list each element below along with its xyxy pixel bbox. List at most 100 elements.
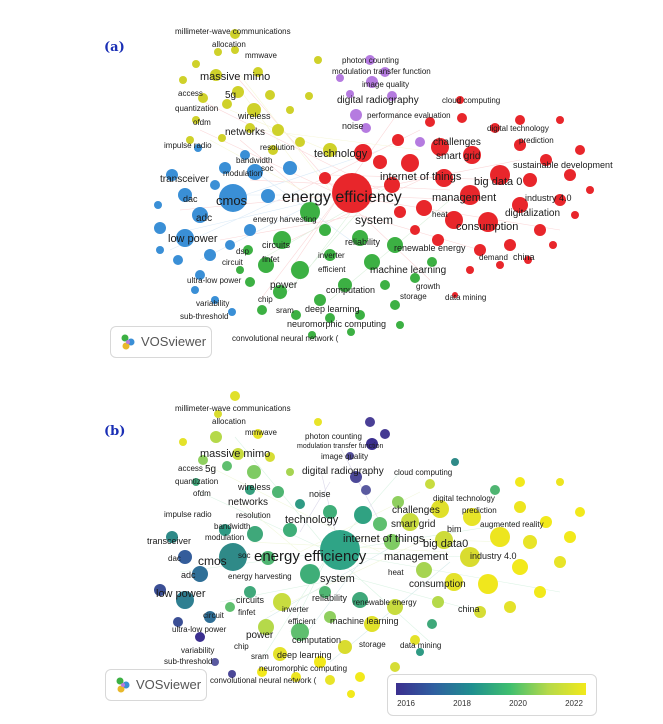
keyword-node	[325, 313, 335, 323]
kw-neuromorphic: neuromorphic computing	[259, 664, 347, 673]
keyword-node	[575, 507, 585, 517]
keyword-node	[387, 599, 403, 615]
keyword-node	[347, 690, 355, 698]
kw-image-quality: image quality	[321, 452, 368, 461]
keyword-node	[192, 566, 208, 582]
keyword-node	[490, 165, 510, 185]
kw-growth: growth	[416, 282, 440, 291]
keyword-node	[401, 513, 419, 531]
kw-photon-counting: photon counting	[342, 56, 399, 65]
kw-sram: sram	[276, 306, 294, 315]
keyword-node	[222, 461, 232, 471]
keyword-node	[416, 562, 432, 578]
keyword-node	[534, 224, 546, 236]
keyword-node	[396, 321, 404, 329]
keyword-node	[554, 194, 566, 206]
kw-dsp: dsp	[236, 247, 249, 256]
kw-reliability: reliability	[312, 593, 348, 603]
kw-cnn: convolutional neural network (	[232, 334, 339, 343]
kw-low-power: low power	[156, 588, 206, 600]
keyword-node	[247, 526, 263, 542]
keyword-node	[463, 508, 481, 526]
keyword-node	[127, 338, 135, 346]
keyword-node	[198, 455, 208, 465]
keyword-node	[515, 115, 525, 125]
keyword-node	[445, 211, 463, 229]
keyword-node	[314, 56, 322, 64]
keyword-node	[122, 681, 130, 689]
keyword-node	[245, 123, 255, 133]
kw-renewable-energy: renewable energy	[353, 598, 417, 607]
kw-smart-grid: smart grid	[391, 519, 435, 530]
keyword-node	[121, 334, 129, 342]
keyword-node	[314, 294, 326, 306]
keyword-node	[460, 185, 480, 205]
keyword-node	[474, 244, 486, 256]
kw-adc: adc	[196, 213, 212, 224]
keyword-node	[354, 144, 372, 162]
kw-digitalization: digitalization	[505, 208, 560, 219]
kw-bandwidth: bandwidth	[214, 522, 250, 531]
keyword-node	[490, 485, 500, 495]
keyword-node	[540, 516, 552, 528]
kw-efficient: efficient	[288, 617, 316, 626]
keyword-node	[514, 139, 526, 151]
keyword-node	[305, 92, 313, 100]
keyword-node	[230, 391, 240, 401]
keyword-node	[338, 640, 352, 654]
keyword-node	[243, 245, 253, 255]
keyword-node	[214, 410, 222, 418]
kw-sub-threshold: sub-threshold	[164, 657, 212, 666]
keyword-node	[352, 230, 368, 246]
kw-sub-threshold: sub-threshold	[180, 312, 228, 321]
keyword-node	[478, 574, 498, 594]
keyword-node	[265, 452, 275, 462]
keyword-node	[427, 619, 437, 629]
keyword-node	[512, 197, 528, 213]
keyword-node	[410, 635, 420, 645]
kw-ultra-low-power: ultra-low power	[187, 276, 242, 285]
keyword-node	[173, 255, 183, 265]
kw-efficient: efficient	[318, 265, 346, 274]
keyword-node	[490, 123, 500, 133]
kw-circuit: circuit	[203, 611, 225, 620]
keyword-node	[228, 308, 236, 316]
kw-ofdm: ofdm	[193, 118, 211, 127]
keyword-node	[325, 675, 335, 685]
kw-challenges: challenges	[433, 137, 481, 148]
kw-bandwidth: bandwidth	[236, 156, 272, 165]
network-visualization-a[interactable]: millimeter-wave communications allocatio…	[0, 0, 663, 362]
keyword-node	[232, 86, 244, 98]
keyword-node	[323, 505, 337, 519]
keyword-node	[575, 145, 585, 155]
kw-noise: noise	[309, 489, 331, 499]
kw-networks: networks	[225, 127, 265, 138]
keyword-node	[166, 531, 178, 543]
keyword-node	[380, 429, 390, 439]
kw-variability: variability	[181, 646, 214, 655]
keyword-node	[178, 188, 192, 202]
keyword-node	[384, 534, 400, 550]
keyword-node	[554, 556, 566, 568]
kw-performance-evaluation: performance evaluation	[367, 111, 451, 120]
keyword-node	[435, 169, 453, 187]
keyword-node	[192, 207, 208, 223]
keyword-node	[435, 531, 453, 549]
keyword-node	[332, 173, 372, 213]
legend-tick: 2016	[397, 699, 415, 708]
network-visualization-b[interactable]: millimeter-wave communications allocatio…	[0, 362, 663, 724]
keyword-node	[319, 172, 331, 184]
keyword-node	[364, 616, 380, 632]
keyword-node	[179, 438, 187, 446]
keyword-node	[460, 547, 480, 567]
kw-finfet: finfet	[238, 608, 256, 617]
kw-resolution: resolution	[236, 511, 271, 520]
kw-impulse-radio: impulse radio	[164, 510, 212, 519]
keyword-node	[154, 222, 166, 234]
keyword-node	[225, 240, 235, 250]
keyword-node	[425, 479, 435, 489]
keyword-node	[373, 517, 387, 531]
kw-prediction: prediction	[462, 506, 497, 515]
cluster-purple-a	[336, 55, 425, 147]
keyword-node	[192, 116, 200, 124]
